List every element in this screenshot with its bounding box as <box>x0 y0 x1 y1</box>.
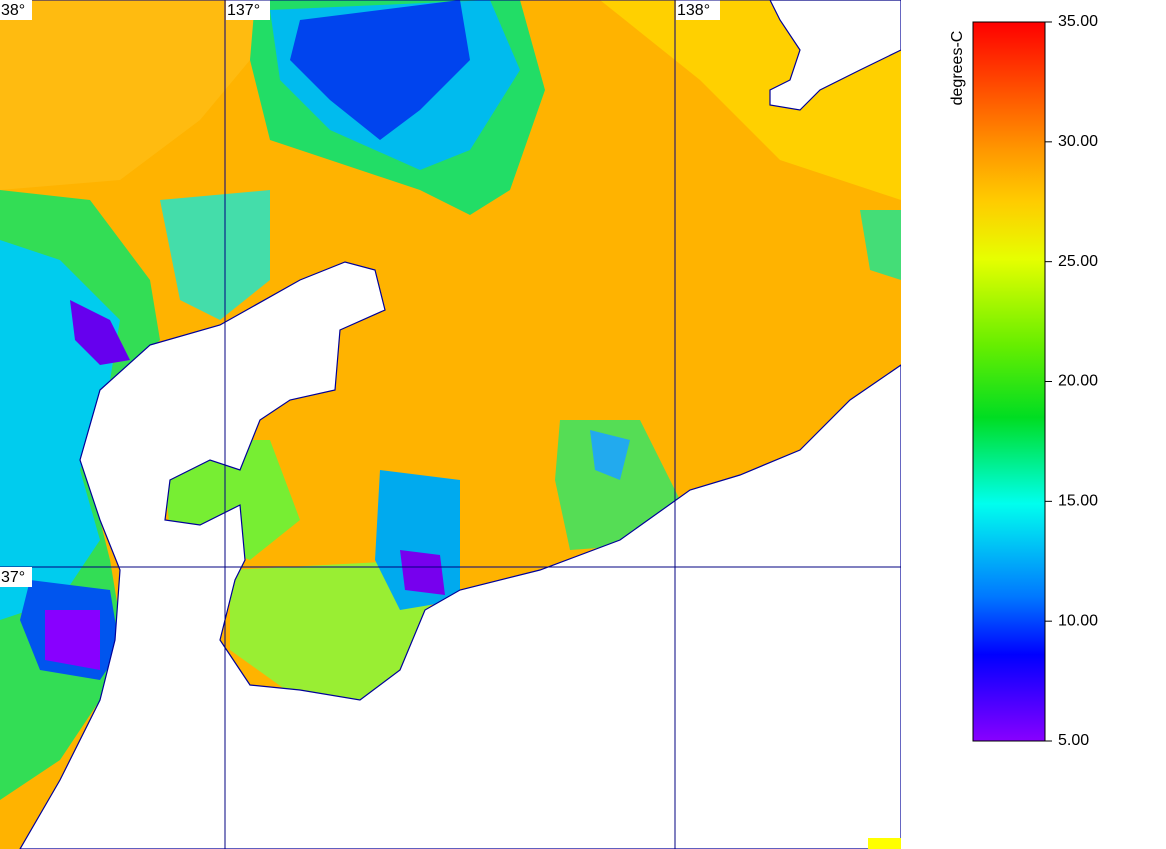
sea-patch <box>860 210 901 280</box>
sea-patch <box>45 610 100 670</box>
land <box>19 261 901 849</box>
longitude-label: 138° <box>677 2 710 19</box>
sea-patch <box>290 0 470 140</box>
label-box <box>0 0 32 20</box>
label-box <box>0 567 32 587</box>
label-box <box>226 0 270 20</box>
sea-patch <box>400 550 445 595</box>
colorbar-tick-label: 5.00 <box>1058 732 1089 749</box>
marker <box>868 838 901 849</box>
longitude-label: 137° <box>227 2 260 19</box>
sea-patch <box>70 300 130 365</box>
colorbar-tick-label: 30.00 <box>1058 133 1098 150</box>
sea-patch <box>0 0 260 190</box>
latitude-label: 38° <box>1 2 25 19</box>
colorbar <box>972 21 1046 742</box>
label-box <box>676 0 720 20</box>
colorbar-tick-label: 25.00 <box>1058 253 1098 270</box>
sea-patch <box>590 430 630 480</box>
colorbar-title: degrees-C <box>949 31 966 106</box>
sst-field <box>0 0 901 849</box>
colorbar-tick-label: 35.00 <box>1058 13 1098 30</box>
land <box>769 0 901 111</box>
sea-patch <box>160 190 270 320</box>
latitude-label: 37° <box>1 569 25 586</box>
graticule: 137° 138° 38° 37° <box>0 0 901 849</box>
colorbar-tick-label: 20.00 <box>1058 373 1098 390</box>
colorbar-tick-label: 10.00 <box>1058 612 1098 629</box>
sea-patch <box>555 420 680 550</box>
sea-patch <box>230 560 440 700</box>
colorbar-tick-label: 15.00 <box>1058 493 1098 510</box>
